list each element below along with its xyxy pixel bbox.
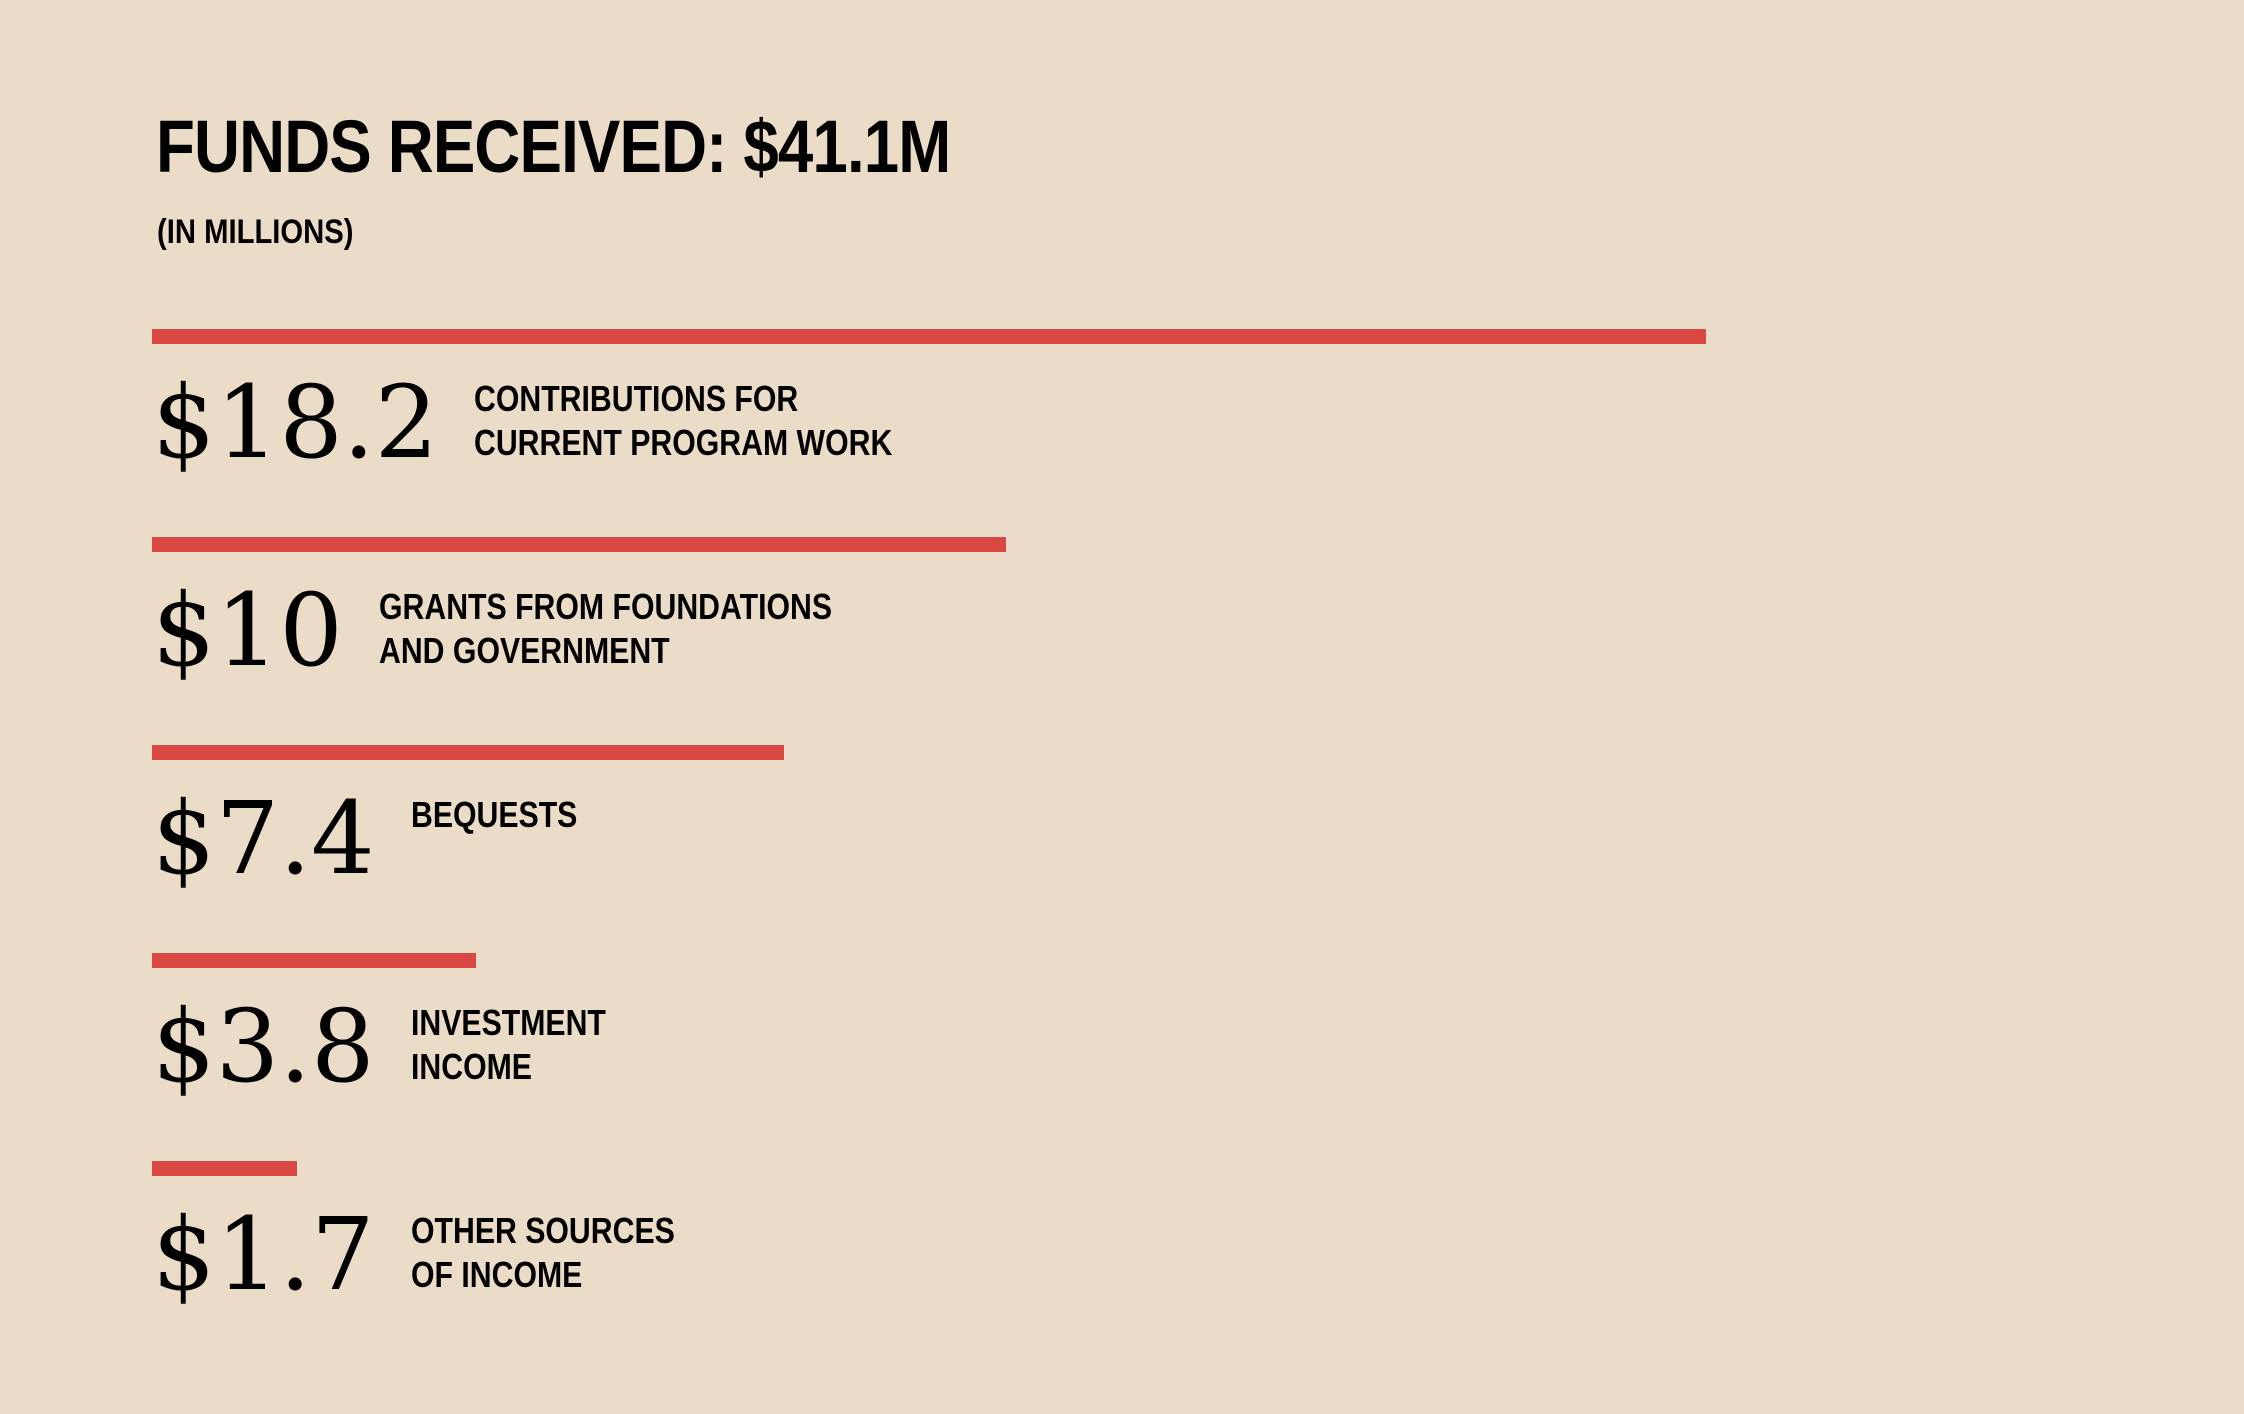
category-label-line: OTHER SOURCES bbox=[411, 1210, 675, 1251]
bar-investment bbox=[152, 953, 476, 968]
category-label-grants: GRANTS FROM FOUNDATIONS AND GOVERNMENT bbox=[379, 585, 832, 673]
value-label-bequests: $7.4 bbox=[152, 780, 375, 897]
value-label-investment: $3.8 bbox=[152, 988, 375, 1105]
category-label-line: OF INCOME bbox=[411, 1254, 583, 1295]
bar-row-investment: $3.8 INVESTMENT INCOME bbox=[152, 953, 2052, 1153]
bar-contributions bbox=[152, 329, 1706, 344]
bar-row-bequests: $7.4 BEQUESTS bbox=[152, 745, 2052, 945]
category-label-line: BEQUESTS bbox=[411, 794, 578, 835]
bar-bequests bbox=[152, 745, 784, 760]
chart-subtitle: (IN MILLIONS) bbox=[157, 213, 354, 251]
value-label-other: $1.7 bbox=[152, 1196, 375, 1313]
category-label-line: GRANTS FROM FOUNDATIONS bbox=[379, 586, 833, 627]
category-label-line: INVESTMENT bbox=[411, 1002, 606, 1043]
bar-row-other: $1.7 OTHER SOURCES OF INCOME bbox=[152, 1161, 2052, 1361]
category-label-line: INCOME bbox=[411, 1046, 532, 1087]
bar-row-grants: $10 GRANTS FROM FOUNDATIONS AND GOVERNME… bbox=[152, 537, 2052, 737]
category-label-investment: INVESTMENT INCOME bbox=[411, 1001, 606, 1089]
category-label-other: OTHER SOURCES OF INCOME bbox=[411, 1209, 675, 1297]
chart-title: FUNDS RECEIVED: $41.1M bbox=[156, 105, 951, 188]
value-label-grants: $10 bbox=[152, 572, 343, 689]
value-label-contributions: $18.2 bbox=[152, 364, 439, 481]
bar-other bbox=[152, 1161, 297, 1176]
category-label-bequests: BEQUESTS bbox=[411, 793, 577, 837]
category-label-line: AND GOVERNMENT bbox=[379, 630, 670, 671]
bar-grants bbox=[152, 537, 1006, 552]
category-label-line: CURRENT PROGRAM WORK bbox=[474, 422, 893, 463]
category-label-contributions: CONTRIBUTIONS FOR CURRENT PROGRAM WORK bbox=[474, 377, 892, 465]
category-label-line: CONTRIBUTIONS FOR bbox=[474, 378, 799, 419]
bar-row-contributions: $18.2 CONTRIBUTIONS FOR CURRENT PROGRAM … bbox=[152, 329, 2052, 529]
